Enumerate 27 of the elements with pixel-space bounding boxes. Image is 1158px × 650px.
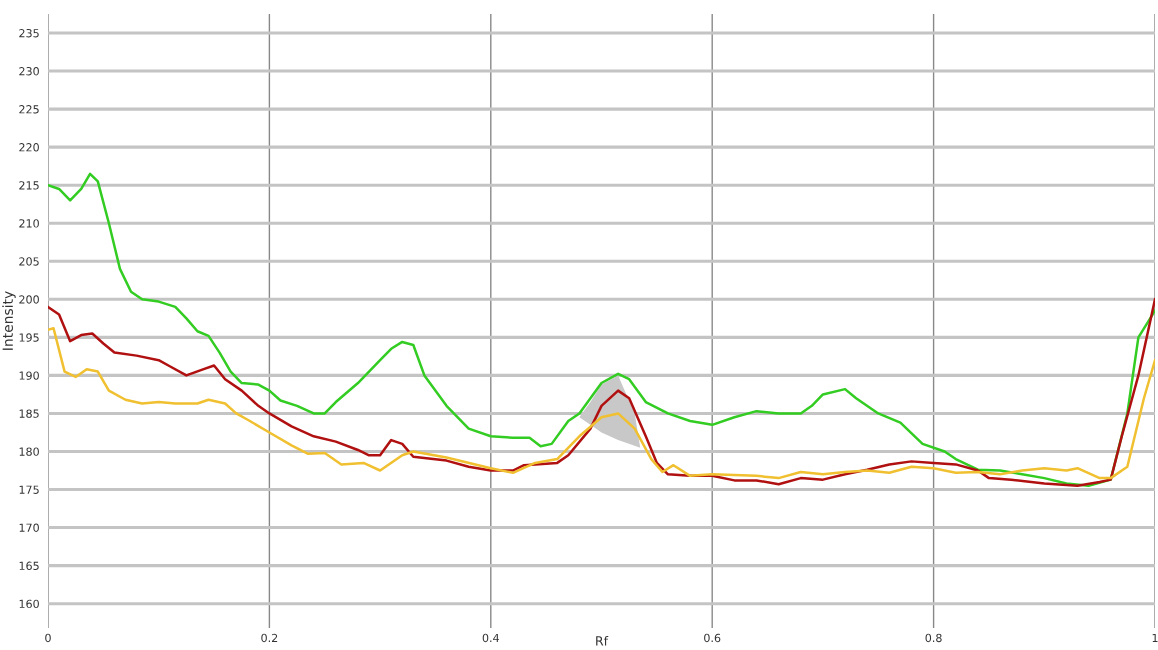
y-tick-label: 215 <box>19 181 39 190</box>
x-tick-label: 1 <box>1152 633 1158 642</box>
line-series <box>48 326 1155 480</box>
y-tick-label: 165 <box>19 561 39 570</box>
line-series <box>48 298 1155 487</box>
y-tick-label: 205 <box>19 257 39 266</box>
y-tick-label: 175 <box>19 485 39 494</box>
y-tick-label: 185 <box>19 409 39 418</box>
y-tick-label: 225 <box>19 105 39 114</box>
x-tick-label: 0.4 <box>482 633 500 643</box>
x-tick-label: 0.8 <box>925 633 942 643</box>
y-tick-label: 220 <box>19 143 39 152</box>
y-tick-label: 190 <box>19 371 39 380</box>
y-tick-label: 210 <box>19 219 39 228</box>
y-tick-label: 170 <box>19 523 39 532</box>
y-tick-label: 230 <box>19 67 39 76</box>
line-series <box>48 172 1155 487</box>
x-tick-label: 0.2 <box>261 633 278 643</box>
y-tick-label: 160 <box>19 599 39 609</box>
y-tick-label: 200 <box>19 295 39 304</box>
y-axis-title: Intensity <box>2 291 16 350</box>
x-tick-label: 0.6 <box>704 633 721 643</box>
x-tick-label: 0 <box>45 633 51 643</box>
x-axis-title: Rf <box>596 635 609 646</box>
y-tick-label: 195 <box>19 333 39 342</box>
y-tick-label: 235 <box>19 29 39 38</box>
y-tick-label: 180 <box>19 447 39 456</box>
